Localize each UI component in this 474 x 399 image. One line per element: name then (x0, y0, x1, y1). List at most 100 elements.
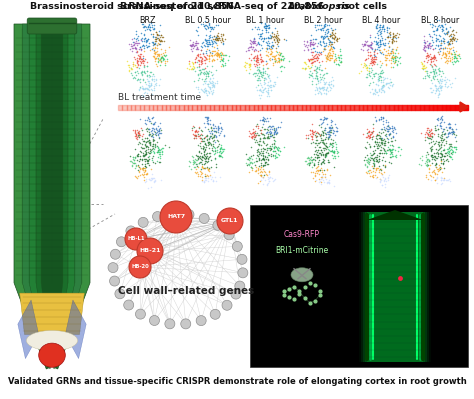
Point (138, 133, 146, 140)
Point (366, 52, 374, 58)
Point (310, 59, 317, 65)
Bar (250, 205, 468, 367)
Point (374, 89, 381, 96)
Point (388, 36, 396, 42)
Point (440, 30, 447, 36)
Point (143, 44, 150, 50)
Point (259, 134, 266, 141)
Point (421, 39, 429, 45)
Point (334, 127, 341, 134)
Point (212, 132, 219, 139)
Text: Brassinosteroid scRNA-seq of 210,856: Brassinosteroid scRNA-seq of 210,856 (120, 2, 328, 11)
Point (437, 144, 445, 150)
Point (381, 46, 388, 52)
Point (319, 132, 327, 138)
Point (322, 86, 330, 93)
Point (377, 39, 384, 45)
Point (267, 146, 275, 152)
Point (132, 130, 139, 136)
Point (136, 84, 143, 91)
Point (246, 60, 254, 67)
Point (445, 148, 452, 154)
Point (150, 146, 158, 152)
Point (254, 165, 262, 172)
Point (368, 67, 376, 73)
Point (133, 54, 141, 61)
Point (364, 49, 372, 55)
Point (200, 164, 207, 171)
Point (320, 79, 328, 86)
Point (245, 162, 253, 169)
Point (454, 57, 461, 63)
Point (199, 136, 206, 142)
Point (196, 70, 204, 76)
Point (322, 115, 329, 122)
Point (379, 83, 386, 89)
Point (250, 36, 258, 42)
Point (448, 147, 456, 153)
Point (209, 148, 217, 154)
Point (134, 40, 141, 46)
Point (328, 42, 335, 49)
Point (155, 37, 163, 43)
Point (261, 132, 268, 138)
Point (255, 138, 263, 144)
Point (307, 57, 314, 64)
Point (157, 32, 165, 38)
Point (332, 127, 339, 134)
Point (421, 40, 429, 46)
Point (244, 45, 252, 51)
Point (433, 26, 441, 32)
Point (147, 86, 155, 93)
Text: Cell wall–related genes: Cell wall–related genes (118, 286, 254, 296)
Point (254, 40, 262, 46)
Point (209, 82, 217, 89)
Bar (328, 105, 332, 109)
Point (253, 57, 260, 63)
Point (328, 148, 336, 154)
Point (367, 169, 375, 176)
Point (146, 140, 153, 146)
Point (375, 27, 383, 34)
Point (449, 149, 456, 156)
Point (321, 81, 329, 87)
Point (273, 49, 280, 55)
Point (389, 143, 397, 150)
Point (155, 82, 163, 88)
Point (203, 52, 211, 58)
Point (325, 82, 333, 88)
Point (192, 132, 200, 139)
Point (133, 58, 140, 65)
Point (308, 153, 315, 160)
Point (267, 51, 274, 57)
Point (135, 132, 143, 138)
Point (189, 42, 197, 48)
Point (427, 128, 434, 134)
Point (374, 78, 382, 84)
Point (156, 153, 164, 160)
Point (151, 51, 158, 57)
Point (250, 54, 257, 61)
Point (322, 85, 330, 92)
Point (437, 142, 445, 148)
Point (324, 159, 331, 165)
Point (140, 86, 147, 92)
Point (135, 128, 143, 134)
Point (149, 77, 156, 83)
Point (376, 29, 384, 35)
Point (378, 126, 385, 132)
Point (311, 48, 319, 54)
Point (431, 67, 438, 73)
Point (206, 130, 214, 136)
Point (209, 41, 216, 47)
Point (139, 24, 147, 30)
Circle shape (196, 316, 206, 326)
Point (258, 26, 266, 33)
Point (203, 133, 211, 140)
Point (307, 72, 315, 79)
Point (128, 41, 135, 47)
Point (312, 55, 320, 61)
Point (136, 138, 143, 145)
Point (447, 46, 454, 52)
Point (148, 176, 156, 182)
